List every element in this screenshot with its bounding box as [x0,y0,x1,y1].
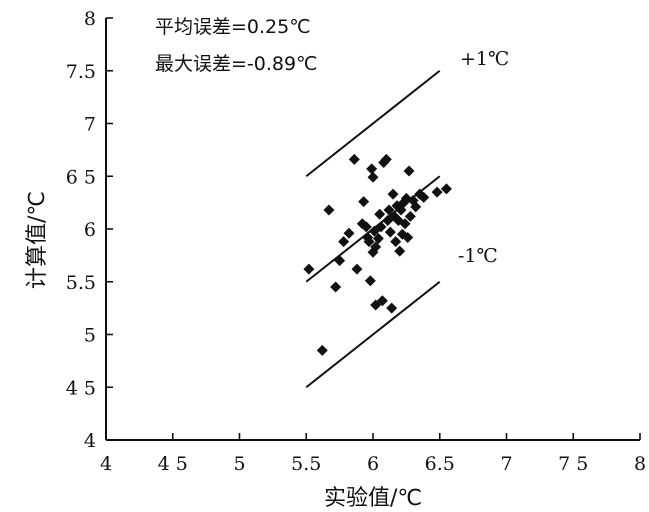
x-tick-label: 7 5 [558,453,588,475]
data-point [399,218,411,230]
max-error-annotation: 最大误差=-0.89℃ [155,53,317,75]
data-point [343,227,355,239]
data-point [431,186,443,198]
x-tick-label: 8 [634,453,646,475]
x-tick-label: 4 [100,453,112,475]
y-tick-label: 5 [84,325,96,347]
x-tick-label: 6.5 [425,453,455,475]
y-tick-label: 7.5 [66,61,96,83]
lower-limit-line [305,280,441,389]
data-point [358,196,370,208]
data-point [376,295,388,307]
y-tick-label: 8 [84,8,96,30]
data-point [367,171,379,183]
data-point [316,344,328,356]
data-point [402,231,414,243]
data-point [375,221,387,233]
data-point [390,236,402,248]
x-tick-label: 6 [367,453,379,475]
data-point [334,255,346,267]
data-point [323,204,335,216]
data-point [351,263,363,275]
axis-ticks: 4 4 5 5 5.5 6 6.5 7 7 5 8 4 4 5 5 5.5 6 6 5 7 7.5 8 [66,8,646,475]
upper-limit-line [305,69,441,178]
data-point [363,236,375,248]
data-point [366,163,378,175]
x-tick-label: 5.5 [291,453,321,475]
data-point [348,153,360,165]
y-tick-label: 7 [84,114,96,136]
data-point [386,302,398,314]
data-point [383,204,395,216]
data-point [374,208,386,220]
y-tick-label: 5.5 [66,272,96,294]
data-point [394,245,406,257]
y-tick-label: 4 [84,430,96,452]
upper-band-label: +1℃ [460,48,509,70]
data-point [370,241,382,253]
x-tick-label: 5 [233,453,245,475]
y-axis-title: 计算值/℃ [25,191,50,289]
lower-band-label: -1℃ [458,245,498,267]
x-axis-title: 实验值/℃ [324,486,422,511]
y-tick-label: 4 5 [66,377,96,399]
data-point [410,201,422,213]
data-point [440,183,452,195]
data-point [330,281,342,293]
data-point [364,275,376,287]
data-point [372,232,384,244]
data-point [404,210,416,222]
data-point [403,165,415,177]
y-tick-label: 6 5 [66,166,96,188]
data-point [303,263,315,275]
x-tick-label: 7 [500,453,512,475]
data-point [384,226,396,238]
data-points [303,153,452,356]
x-tick-label: 4 5 [158,453,188,475]
mean-error-annotation: 平均误差=0.25℃ [155,16,311,38]
data-point [338,236,350,248]
data-point [360,221,372,233]
y-tick-label: 6 [84,219,96,241]
data-point [418,191,430,203]
data-point [387,188,399,200]
data-point [380,153,392,165]
